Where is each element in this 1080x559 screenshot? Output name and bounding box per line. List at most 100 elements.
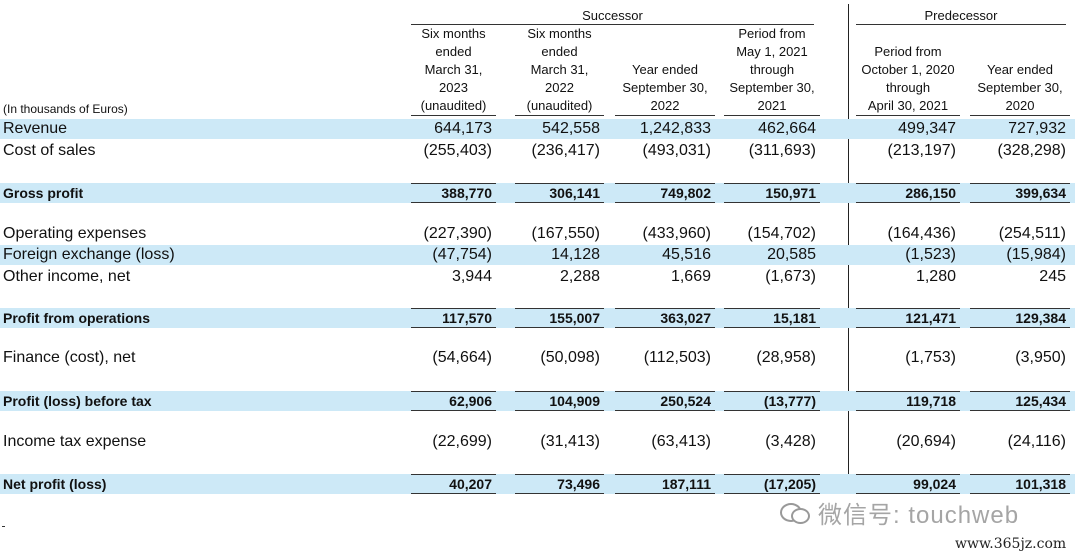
table-cell: (3,950) [1015, 349, 1066, 366]
row-label: Profit (loss) before tax [3, 393, 152, 409]
table-cell: (255,403) [423, 142, 493, 159]
table-cell: 150,971 [724, 183, 820, 203]
table-cell: 2,288 [559, 268, 600, 285]
column-header-line: (unaudited) [420, 98, 487, 113]
table-row: Income tax expense (22,699) (31,413) (63,41… [0, 432, 1075, 452]
table-cell: (167,550) [531, 225, 601, 242]
column-header-3: Year ended September 30, 2022 [615, 28, 715, 116]
column-header-line: Period from [738, 26, 806, 41]
column-header-line: Period from [874, 44, 942, 59]
column-header-line: 2022 [545, 80, 574, 95]
table-cell: (24,116) [1007, 433, 1066, 450]
margin-tick [2, 526, 5, 527]
column-header-6: Year ended September 30, 2020 [970, 28, 1070, 116]
table-cell: 462,664 [758, 120, 816, 137]
table-cell: 101,318 [970, 474, 1070, 494]
table-cell: 542,558 [542, 120, 600, 137]
column-header-line: Six months [421, 26, 486, 41]
row-label: Profit from operations [3, 310, 151, 326]
column-header-line: April 30, 2021 [867, 98, 949, 113]
table-row: Net profit (loss) 40,207 73,496 187,111 (17,… [0, 474, 1075, 494]
table-cell: 363,027 [615, 308, 715, 328]
table-cell: (311,693) [748, 142, 816, 159]
site-url: www.365jz.com [955, 536, 1067, 552]
column-header-line: 2021 [757, 98, 787, 113]
table-cell: (20,694) [896, 433, 956, 450]
table-cell: (47,754) [432, 246, 492, 263]
units-label: (In thousands of Euros) [3, 102, 128, 116]
table-cell: 40,207 [411, 474, 496, 494]
row-label: Gross profit [3, 185, 84, 201]
column-header-line: 2020 [1005, 98, 1035, 113]
column-header-line: Six months [527, 26, 592, 41]
table-cell: 1,280 [915, 268, 956, 285]
table-row: Profit from operations 117,570 155,007 363,… [0, 308, 1075, 328]
table-row: Revenue 644,173 542,558 1,242,833 462,664 499… [0, 119, 1075, 139]
table-cell: 104,909 [515, 391, 604, 411]
table-cell: (254,511) [998, 225, 1066, 242]
row-label: Income tax expense [3, 433, 147, 450]
table-row: Finance (cost), net (54,664) (50,098) (112,… [0, 348, 1075, 368]
column-header-line: May 1, 2021 [736, 44, 808, 59]
column-header-line: September 30, [977, 80, 1063, 95]
table-cell: (227,390) [423, 225, 493, 242]
table-row: Gross profit 388,770 306,141 749,802 150,971… [0, 183, 1075, 203]
table-cell: 250,524 [615, 391, 715, 411]
watermark-text: 微信号: touchweb [818, 501, 1020, 529]
table-cell: (1,523) [905, 246, 956, 263]
table-cell: 129,384 [970, 308, 1070, 328]
column-header-1: Six months ended March 31, 2023 (unaudited) [411, 26, 496, 116]
table-cell: 3,944 [451, 268, 492, 285]
watermark: 微信号: touchweb [780, 497, 1020, 529]
table-cell: (112,503) [643, 349, 711, 366]
table-cell: 727,932 [1008, 120, 1066, 137]
column-header-5: Period from October 1, 2020 through April 3… [856, 28, 960, 116]
table-cell: (13,777) [724, 391, 820, 411]
table-cell: 119,718 [856, 391, 960, 411]
table-cell: (63,413) [651, 433, 711, 450]
table-row: Operating expenses (227,390) (167,550) (433… [0, 224, 1075, 244]
table-row: Other income, net 3,944 2,288 1,669 (1,673) 1… [0, 267, 1075, 287]
table-cell: 499,347 [898, 120, 956, 137]
column-header-2: Six months ended March 31, 2022 (unaudited) [515, 26, 604, 116]
column-header-4: Period from May 1, 2021 through September 3… [724, 26, 820, 116]
table-cell: 15,181 [724, 308, 820, 328]
table-cell: (154,702) [747, 225, 817, 242]
table-cell: (22,699) [432, 433, 492, 450]
row-label: Cost of sales [3, 142, 96, 159]
table-cell: (28,958) [756, 349, 816, 366]
table-cell: 187,111 [615, 474, 715, 494]
table-cell: 117,570 [411, 308, 496, 328]
table-cell: 14,128 [551, 246, 600, 263]
table-cell: (236,417) [531, 142, 601, 159]
column-header-line: through [749, 62, 795, 77]
table-row: Cost of sales (255,403) (236,417) (493,031)… [0, 141, 1075, 161]
row-label: Other income, net [3, 268, 131, 285]
column-header-line: September 30, [622, 80, 708, 95]
table-cell: (213,197) [887, 142, 957, 159]
table-cell: (50,098) [540, 349, 600, 366]
column-header-line: 2023 [439, 80, 468, 95]
group-predecessor: Predecessor [856, 8, 1066, 25]
table-cell: 749,802 [615, 183, 715, 203]
table-cell: 121,471 [856, 308, 960, 328]
table-cell: 306,141 [515, 183, 604, 203]
column-header-line: Year ended [986, 62, 1054, 77]
row-label: Operating expenses [3, 225, 147, 242]
table-cell: 45,516 [662, 246, 711, 263]
table-cell: (328,298) [997, 142, 1067, 159]
table-row: Profit (loss) before tax 62,906 104,909 250… [0, 391, 1075, 411]
table-cell: 286,150 [856, 183, 960, 203]
table-cell: (1,753) [905, 349, 956, 366]
table-cell: (17,205) [724, 474, 820, 494]
column-header-line: September 30, [729, 80, 815, 95]
table-cell: 73,496 [515, 474, 604, 494]
table-cell: (15,984) [1006, 246, 1066, 263]
column-header-line: ended [541, 44, 578, 59]
column-header-line: ended [435, 44, 472, 59]
table-cell: (1,673) [765, 268, 816, 285]
row-label: Finance (cost), net [3, 349, 136, 366]
table-cell: 1,669 [670, 268, 711, 285]
table-cell: 62,906 [411, 391, 496, 411]
